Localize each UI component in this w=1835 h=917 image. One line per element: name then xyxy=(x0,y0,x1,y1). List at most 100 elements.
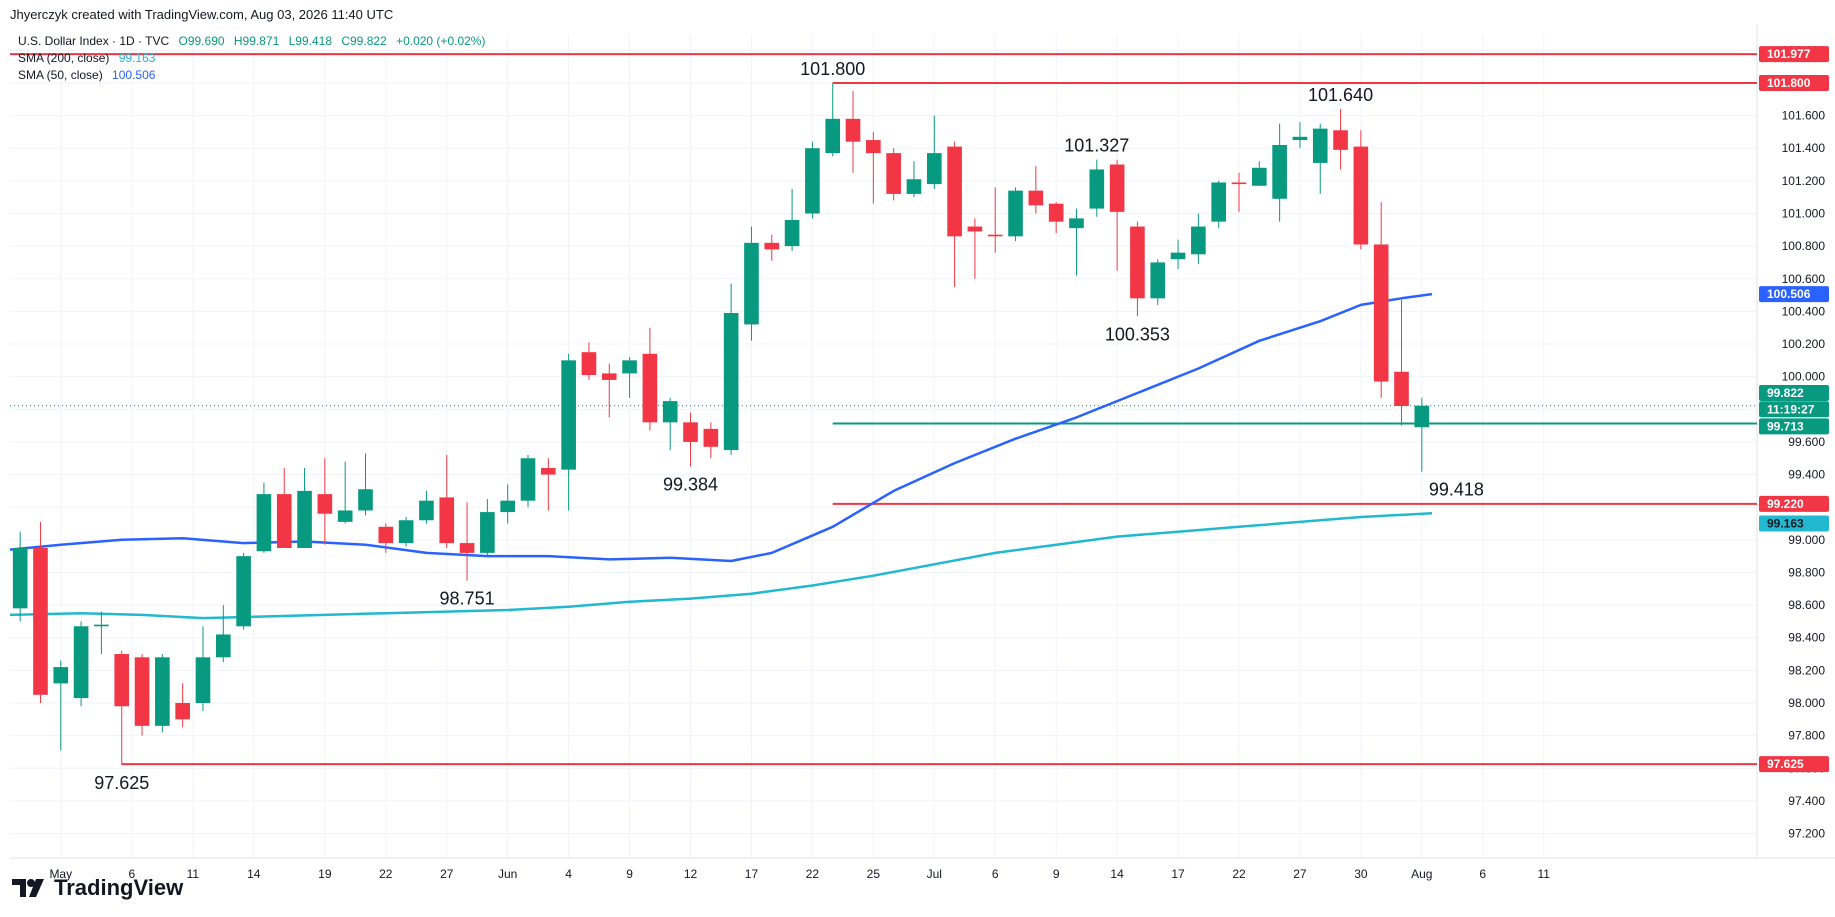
tradingview-brand[interactable]: TradingView xyxy=(12,875,183,901)
candle[interactable] xyxy=(1170,239,1186,269)
candle[interactable] xyxy=(459,502,475,581)
candle-body xyxy=(1069,218,1084,229)
candle[interactable] xyxy=(744,226,759,341)
candle[interactable] xyxy=(967,218,983,279)
candle[interactable] xyxy=(114,650,130,765)
x-tick-label: 30 xyxy=(1354,867,1368,881)
candle[interactable] xyxy=(73,621,89,707)
price-annotation: 97.625 xyxy=(94,773,149,793)
candle[interactable] xyxy=(317,458,333,545)
candle[interactable] xyxy=(439,454,455,548)
candle[interactable] xyxy=(561,353,576,511)
sma200-line[interactable] xyxy=(9,511,1433,620)
candle-body xyxy=(1414,405,1430,428)
candle-body xyxy=(317,494,333,514)
candle[interactable] xyxy=(1394,299,1409,426)
candle[interactable] xyxy=(703,422,719,459)
candle-body xyxy=(541,468,556,475)
candle[interactable] xyxy=(94,611,109,655)
candle-body xyxy=(358,489,373,511)
x-tick-label: Jun xyxy=(498,867,517,881)
candle[interactable] xyxy=(926,115,942,190)
legend-open: O99.690 xyxy=(178,34,225,48)
candle[interactable] xyxy=(12,531,28,622)
candle[interactable] xyxy=(866,131,881,204)
candle[interactable] xyxy=(947,141,962,287)
candle[interactable] xyxy=(1353,130,1369,250)
candle[interactable] xyxy=(1414,397,1430,472)
candle[interactable] xyxy=(683,412,698,467)
legend-change: +0.020 (+0.02%) xyxy=(396,34,486,48)
candle[interactable] xyxy=(1028,166,1044,214)
legend-sma50-row[interactable]: SMA (50, close) 100.506 xyxy=(18,68,155,82)
x-tick-label: 4 xyxy=(565,867,572,881)
candle[interactable] xyxy=(480,499,495,557)
sma50-line[interactable] xyxy=(9,292,1433,563)
candle[interactable] xyxy=(642,327,658,431)
candle-body xyxy=(561,360,576,470)
y-tick-label: 98.200 xyxy=(1788,663,1825,677)
legend-sma50-value: 100.506 xyxy=(112,68,156,82)
candle[interactable] xyxy=(541,458,556,511)
candle-body xyxy=(906,179,922,194)
candle[interactable] xyxy=(520,454,536,508)
y-tick-label: 99.400 xyxy=(1788,468,1825,482)
candle-body xyxy=(256,494,272,552)
price-tag-bg xyxy=(1759,756,1829,773)
candle[interactable] xyxy=(1130,221,1145,317)
candle[interactable] xyxy=(500,484,516,524)
candle-body xyxy=(967,226,983,232)
candle[interactable] xyxy=(987,187,1003,253)
candle[interactable] xyxy=(1150,259,1166,305)
candle[interactable] xyxy=(1069,208,1084,276)
candle[interactable] xyxy=(378,523,394,553)
candle[interactable] xyxy=(134,654,150,736)
candle[interactable] xyxy=(1231,172,1247,212)
candle[interactable] xyxy=(195,626,211,712)
candle[interactable] xyxy=(53,660,69,751)
candle[interactable] xyxy=(662,397,678,451)
candle[interactable] xyxy=(906,161,922,198)
candle[interactable] xyxy=(1109,159,1125,271)
candle[interactable] xyxy=(805,141,820,219)
candle[interactable] xyxy=(1292,122,1308,149)
candle[interactable] xyxy=(236,552,251,630)
candle[interactable] xyxy=(784,189,800,252)
candle[interactable] xyxy=(337,461,353,524)
candle[interactable] xyxy=(276,468,292,548)
candle[interactable] xyxy=(1048,202,1064,234)
candle[interactable] xyxy=(886,148,901,201)
candle[interactable] xyxy=(723,283,739,455)
candle[interactable] xyxy=(33,521,48,703)
candle[interactable] xyxy=(1373,202,1389,398)
candle-body xyxy=(398,520,414,544)
candle[interactable] xyxy=(825,82,841,157)
candle[interactable] xyxy=(845,91,861,173)
candle[interactable] xyxy=(622,357,637,398)
candle[interactable] xyxy=(358,453,373,516)
x-tick-label: Jul xyxy=(927,867,942,881)
candle[interactable] xyxy=(1312,123,1328,194)
candle[interactable] xyxy=(601,363,617,418)
candle[interactable] xyxy=(215,605,231,663)
tradingview-brand-name: TradingView xyxy=(54,875,184,900)
candle[interactable] xyxy=(1191,213,1206,265)
x-tick-label: 27 xyxy=(1293,867,1307,881)
candle[interactable] xyxy=(1089,159,1105,217)
candle[interactable] xyxy=(1211,180,1226,229)
candle[interactable] xyxy=(419,490,434,524)
candle[interactable] xyxy=(764,234,780,261)
x-tick-label: 19 xyxy=(318,867,332,881)
candle[interactable] xyxy=(1333,109,1348,170)
candle[interactable] xyxy=(175,683,190,728)
candle[interactable] xyxy=(1272,123,1287,222)
candle[interactable] xyxy=(581,342,597,380)
candle[interactable] xyxy=(297,468,312,548)
candle[interactable] xyxy=(1251,161,1267,186)
legend-sma200-row[interactable]: SMA (200, close) 99.163 xyxy=(18,51,155,65)
candle[interactable] xyxy=(256,482,272,553)
candle[interactable] xyxy=(398,516,414,547)
candle[interactable] xyxy=(1008,187,1023,242)
candle[interactable] xyxy=(155,654,170,733)
